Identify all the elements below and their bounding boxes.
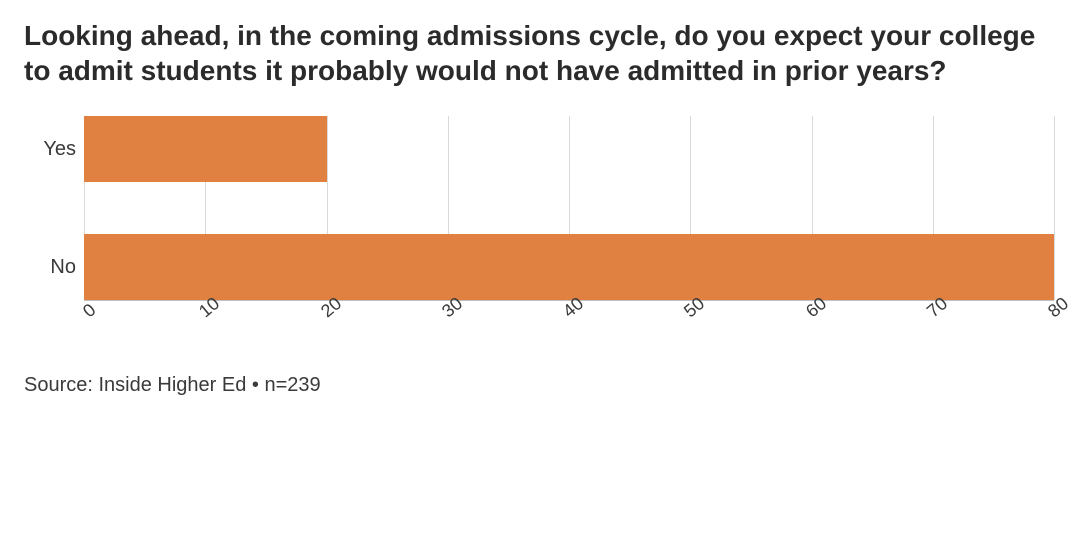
chart-container: Looking ahead, in the coming admissions …	[0, 0, 1080, 409]
bar-row: Yes	[84, 116, 1054, 182]
bar	[84, 234, 1054, 300]
y-axis-label: Yes	[24, 138, 76, 161]
source-note: Source: Inside Higher Ed • n=239	[24, 374, 1056, 397]
bar-row: No	[84, 234, 1054, 300]
x-axis: 01020304050607080	[84, 300, 1054, 348]
plot-area: Yes No	[84, 116, 1054, 300]
y-axis-label: No	[24, 256, 76, 279]
chart-title: Looking ahead, in the coming admissions …	[24, 18, 1056, 88]
bar	[84, 116, 327, 182]
x-tick-label: 0	[79, 300, 100, 323]
gridline	[1054, 116, 1055, 300]
chart: Yes No 01020304050607080	[24, 116, 1056, 348]
